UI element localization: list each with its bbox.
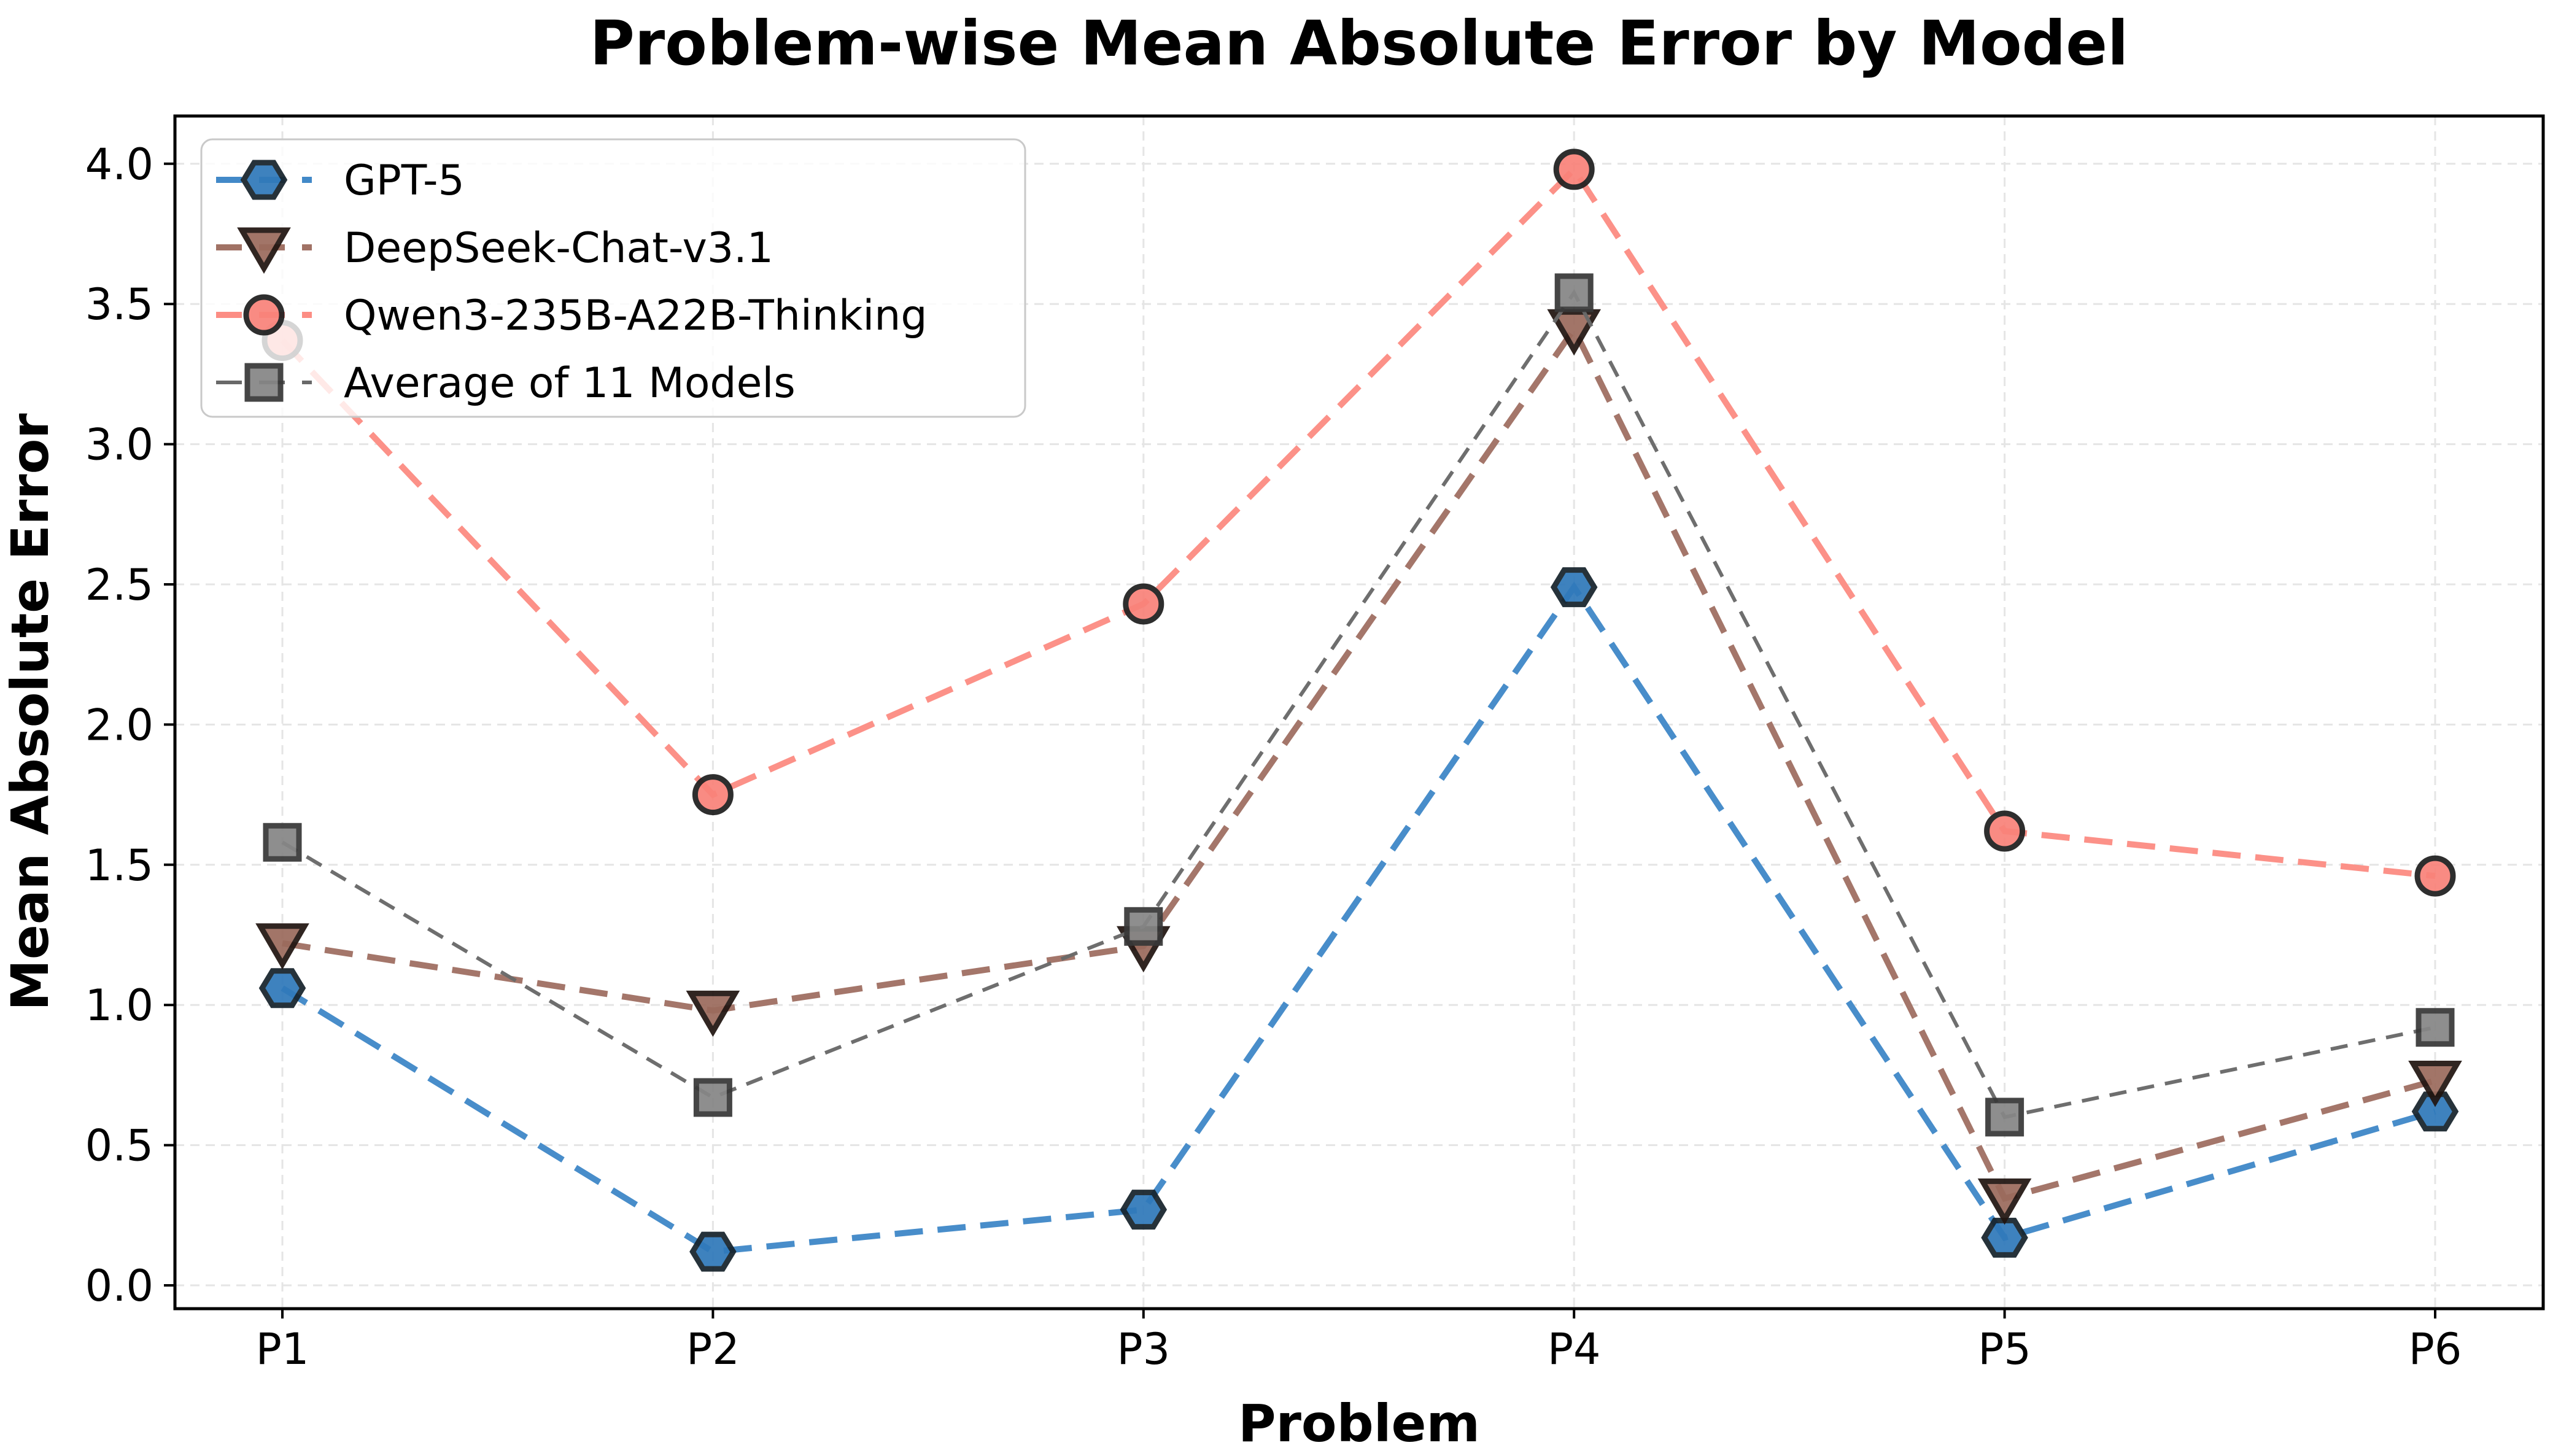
x-tick-label: P6 <box>2409 1324 2462 1374</box>
y-tick-label: 2.5 <box>85 560 153 610</box>
legend: GPT-5 DeepSeek-Chat-v3.1 Qwen3-235B-A22B-T… <box>200 138 1026 418</box>
grid-layer <box>175 116 2543 1309</box>
axes-frame <box>173 114 2545 1311</box>
y-tick-label: 0.0 <box>85 1261 153 1311</box>
data-point-Qwen3-235B-A22B-Thinking-P6 <box>2414 855 2456 897</box>
x-tick-label: P4 <box>1548 1324 1601 1374</box>
chart-title: Problem-wise Mean Absolute Error by Mode… <box>590 7 2129 79</box>
data-point-Qwen3-235B-A22B-Thinking-P4 <box>1553 149 1595 190</box>
data-point-GPT-5-P3 <box>1120 1190 1168 1230</box>
data-point-GPT-5-P2 <box>689 1231 737 1272</box>
y-tick-label: 3.0 <box>85 420 153 470</box>
legend-label: Average of 11 Models <box>344 359 796 408</box>
y-tick-label: 1.0 <box>85 980 153 1031</box>
data-point-Average of 11 Models-P4 <box>1554 273 1594 312</box>
legend-box <box>200 138 1026 418</box>
data-point-Qwen3-235B-A22B-Thinking-P3 <box>1123 583 1164 625</box>
legend-label: GPT-5 <box>344 157 465 205</box>
data-point-DeepSeek-Chat-v3.1-P1 <box>255 923 309 970</box>
y-tick-label: 4.0 <box>85 139 153 190</box>
legend-marker-triangle-down <box>237 227 291 274</box>
x-tick-label: P2 <box>686 1324 740 1374</box>
series-line-DeepSeek-Chat-v3.1 <box>282 323 2436 1202</box>
x-tick-label: P1 <box>256 1324 309 1374</box>
data-point-Average of 11 Models-P1 <box>263 823 302 862</box>
y-tick-label: 2.0 <box>85 700 153 750</box>
tick-layer: 0.0 0.5 1.0 1.5 2.0 2.5 3.0 3.5 4.0 P1 P2 P3 P4 P5 P6 <box>85 139 2462 1374</box>
data-point-GPT-5-P6 <box>2411 1091 2459 1132</box>
data-point-Average of 11 Models-P2 <box>693 1078 732 1117</box>
legend-label: Qwen3-235B-A22B-Thinking <box>344 292 928 340</box>
y-tick-label: 1.5 <box>85 840 153 891</box>
data-point-DeepSeek-Chat-v3.1-P2 <box>686 990 740 1037</box>
legend-marker-hexagon <box>240 160 288 200</box>
data-point-DeepSeek-Chat-v3.1-P5 <box>1977 1178 2032 1225</box>
y-tick-label: 3.5 <box>85 279 153 330</box>
data-point-Qwen3-235B-A22B-Thinking-P5 <box>1984 810 2026 852</box>
x-axis-label: Problem <box>1238 1393 1480 1454</box>
data-point-Average of 11 Models-P5 <box>1985 1098 2024 1137</box>
legend-marker-square <box>244 363 284 402</box>
data-point-Average of 11 Models-P6 <box>2416 1008 2455 1047</box>
x-tick-label: P5 <box>1978 1324 2031 1374</box>
data-point-GPT-5-P5 <box>1981 1217 2028 1258</box>
y-tick-label: 0.5 <box>85 1121 153 1171</box>
data-point-Qwen3-235B-A22B-Thinking-P2 <box>692 774 734 816</box>
series-line-GPT-5 <box>281 581 2436 1255</box>
data-point-GPT-5-P4 <box>1550 567 1598 608</box>
legend-label: DeepSeek-Chat-v3.1 <box>344 224 773 273</box>
x-tick-label: P3 <box>1117 1324 1170 1374</box>
data-point-GPT-5-P1 <box>258 968 306 1009</box>
data-point-Average of 11 Models-P3 <box>1124 907 1163 946</box>
legend-marker-circle <box>243 294 285 336</box>
series-line-Qwen3-235B-A22B-Thinking <box>280 165 2436 880</box>
data-point-DeepSeek-Chat-v3.1-P6 <box>2408 1061 2462 1107</box>
y-axis-label: Mean Absolute Error <box>0 413 60 1011</box>
